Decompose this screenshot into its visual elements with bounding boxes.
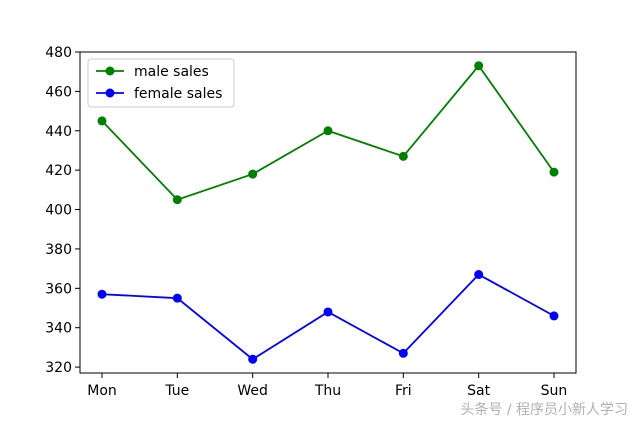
x-tick-label: Mon	[87, 383, 117, 399]
data-point-female	[398, 348, 408, 358]
y-tick-label: 440	[45, 124, 72, 140]
y-axis: 320 340 360 380 400 420 440 460 480	[45, 45, 80, 376]
legend-box	[87, 58, 235, 108]
y-tick-label: 460	[45, 84, 72, 100]
y-tick-label: 480	[45, 45, 72, 61]
data-point-female	[248, 354, 258, 364]
series-line-female	[101, 273, 555, 361]
y-tick-label: 400	[45, 203, 72, 219]
data-point-female	[474, 270, 484, 280]
x-tick-label: Tue	[164, 383, 189, 399]
x-tick-label: Wed	[237, 383, 268, 399]
data-point-male	[323, 126, 333, 136]
series-layer	[97, 61, 559, 364]
x-tick-label: Fri	[395, 383, 412, 399]
legend-male-marker	[105, 66, 115, 76]
y-tick-label: 340	[45, 321, 72, 337]
y-tick-label: 380	[45, 242, 72, 258]
data-point-male	[248, 169, 258, 179]
y-tick-label: 420	[45, 163, 72, 179]
x-tick-label: Sat	[467, 383, 490, 399]
data-point-female	[97, 289, 107, 299]
data-point-male	[398, 151, 408, 161]
x-axis: Mon Tue Wed Thu Fri Sat Sun	[87, 373, 567, 399]
watermark: 头条号 / 程序员小新人学习	[460, 402, 628, 418]
x-tick-label: Thu	[314, 383, 341, 399]
data-point-male	[549, 167, 559, 177]
data-point-male	[474, 61, 484, 71]
data-point-female	[172, 293, 182, 303]
data-point-male	[97, 116, 107, 126]
data-point-male	[172, 195, 182, 205]
legend-female-label: female sales	[134, 86, 222, 102]
legend-male-label: male sales	[134, 64, 209, 80]
x-tick-label: Sun	[541, 383, 568, 399]
legend: male sales female sales	[87, 58, 235, 108]
y-tick-label: 360	[45, 281, 72, 297]
y-tick-label: 320	[45, 360, 72, 376]
data-point-female	[323, 307, 333, 317]
legend-female-marker	[105, 88, 115, 98]
data-point-female	[549, 311, 559, 321]
